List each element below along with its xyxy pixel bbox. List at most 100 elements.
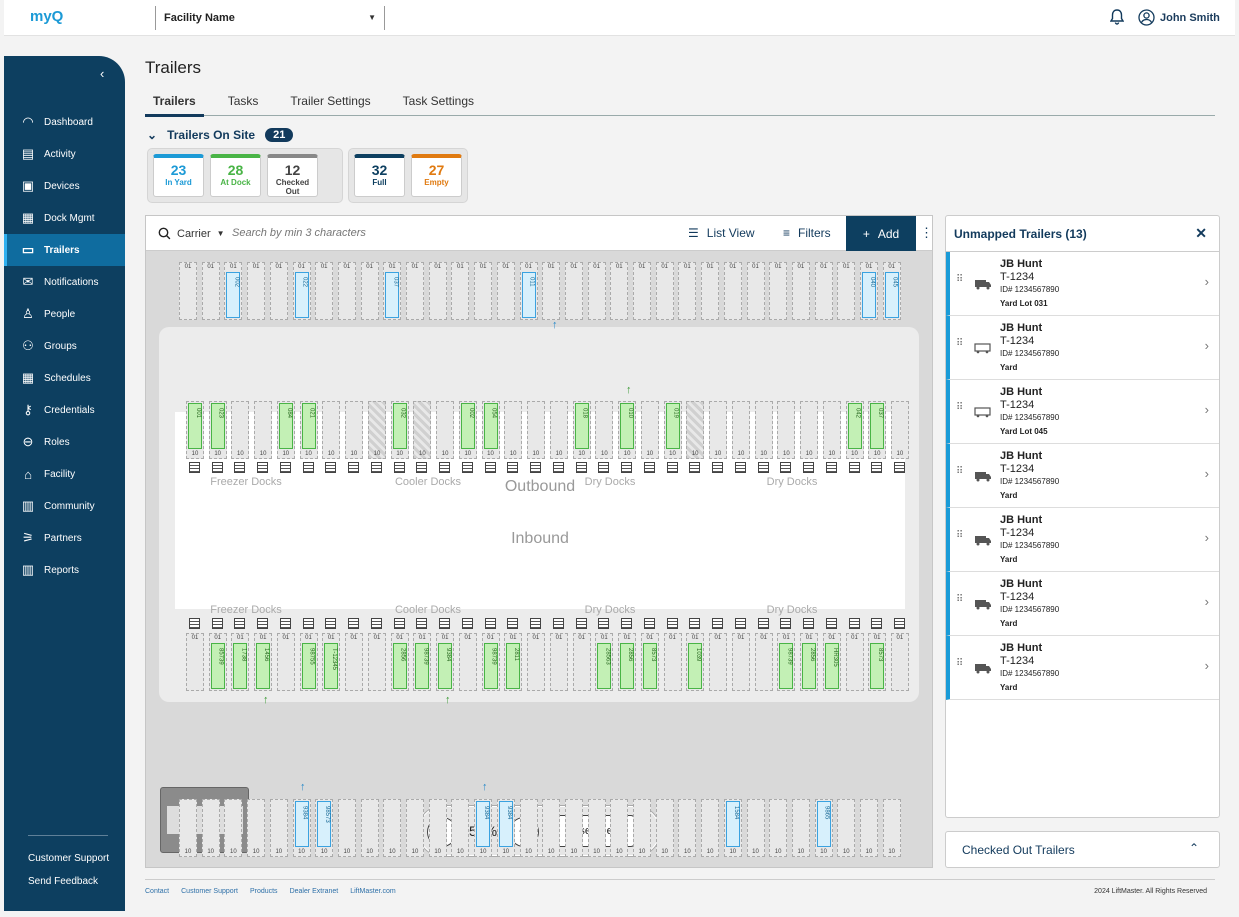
drag-handle-icon[interactable]: ⠿ bbox=[956, 594, 964, 605]
trailer[interactable]: 040 bbox=[862, 272, 876, 318]
parking-slot[interactable]: 10 bbox=[322, 401, 341, 459]
dock-door[interactable] bbox=[439, 618, 451, 629]
trailer[interactable]: 001 bbox=[188, 403, 202, 449]
dock-door[interactable] bbox=[871, 462, 883, 473]
list-view-button[interactable]: ☰ List View bbox=[688, 226, 755, 240]
dock-door[interactable] bbox=[598, 618, 610, 629]
drag-handle-icon[interactable]: ⠿ bbox=[956, 530, 964, 541]
parking-slot[interactable]: 10 bbox=[254, 401, 273, 459]
parking-slot[interactable]: 10 bbox=[337, 799, 356, 857]
parking-slot[interactable]: 10 084 bbox=[276, 401, 295, 459]
dock-door[interactable] bbox=[393, 462, 405, 473]
parking-slot[interactable]: 10 bbox=[732, 401, 750, 459]
trailer[interactable]: 1584 bbox=[725, 801, 740, 847]
parking-slot[interactable]: 10 bbox=[587, 799, 606, 857]
parking-slot[interactable]: 01 bbox=[769, 262, 788, 320]
trailer[interactable]: 019 bbox=[665, 403, 680, 449]
parking-slot[interactable]: 10 bbox=[504, 401, 523, 459]
dock-door[interactable] bbox=[735, 618, 746, 629]
dock-door[interactable] bbox=[643, 462, 655, 473]
trailer[interactable]: T-12345 bbox=[324, 643, 339, 689]
footer-link-customer-support[interactable]: Customer Support bbox=[181, 888, 238, 895]
sidebar-item-activity[interactable]: ▤ Activity bbox=[4, 138, 125, 170]
stat-checked-out[interactable]: 12 Checked Out bbox=[267, 154, 318, 197]
dock-door[interactable] bbox=[871, 618, 883, 629]
parking-slot[interactable]: 10 bbox=[595, 401, 614, 459]
close-icon[interactable]: ✕ bbox=[1195, 225, 1207, 241]
dock-door[interactable] bbox=[507, 462, 519, 473]
parking-slot[interactable]: 01 bbox=[360, 262, 379, 320]
sidebar-item-roles[interactable]: ⊖ Roles bbox=[4, 426, 125, 458]
send-feedback-link[interactable]: Send Feedback bbox=[28, 876, 99, 887]
parking-slot[interactable]: 10 bbox=[383, 799, 402, 857]
dock-door[interactable] bbox=[347, 462, 359, 473]
trailer[interactable]: 28563 bbox=[597, 643, 612, 689]
parking-slot[interactable]: 01 bbox=[754, 633, 773, 691]
carrier-select[interactable]: Carrier ▼ bbox=[158, 227, 225, 240]
parking-slot[interactable]: 01 bbox=[655, 262, 674, 320]
parking-slot[interactable]: 10 bbox=[890, 401, 909, 459]
parking-slot[interactable]: 10 bbox=[413, 401, 432, 459]
drag-handle-icon[interactable]: ⠿ bbox=[956, 274, 964, 285]
trailer[interactable]: 045 bbox=[884, 272, 899, 318]
parking-slot[interactable]: 10 bbox=[179, 799, 197, 857]
dock-door[interactable] bbox=[484, 618, 496, 629]
parking-slot[interactable]: 10 bbox=[564, 799, 583, 857]
dock-door[interactable] bbox=[211, 462, 223, 473]
parking-slot[interactable]: 01 bbox=[542, 262, 561, 320]
trailer[interactable]: 042 bbox=[847, 403, 862, 449]
trailer[interactable]: 9384 bbox=[438, 643, 453, 689]
parking-slot[interactable]: 10 002 bbox=[458, 401, 477, 459]
dock-door[interactable] bbox=[461, 618, 473, 629]
parking-slot[interactable]: 01 bbox=[732, 633, 750, 691]
parking-slot[interactable]: 10 bbox=[746, 799, 765, 857]
stat-at-dock[interactable]: 28 At Dock bbox=[210, 154, 261, 197]
footer-link-liftmaster-com[interactable]: LiftMaster.com bbox=[350, 888, 396, 895]
parking-slot[interactable]: 10 bbox=[708, 401, 727, 459]
parking-slot[interactable]: 01 8573 bbox=[868, 633, 887, 691]
tab-trailers[interactable]: Trailers bbox=[145, 92, 204, 117]
search-input[interactable] bbox=[232, 227, 432, 239]
dock-door[interactable] bbox=[711, 618, 723, 629]
parking-slot[interactable]: 10 9384 bbox=[496, 799, 515, 857]
trailer[interactable]: 2856 bbox=[802, 643, 817, 689]
footer-link-contact[interactable]: Contact bbox=[145, 888, 170, 895]
trailer[interactable]: 002 bbox=[226, 272, 241, 318]
parking-slot[interactable]: 01 bbox=[837, 262, 856, 320]
parking-slot[interactable]: 01 bbox=[845, 633, 864, 691]
dock-door[interactable] bbox=[257, 618, 269, 629]
parking-slot[interactable]: 01 bbox=[587, 262, 606, 320]
parking-slot[interactable]: 10 9384 bbox=[292, 799, 311, 857]
dock-door[interactable] bbox=[302, 462, 314, 473]
parking-slot[interactable]: 10 001 bbox=[186, 401, 204, 459]
trailer[interactable]: 8573 bbox=[870, 643, 885, 689]
parking-slot[interactable]: 01 bbox=[746, 262, 765, 320]
parking-slot[interactable]: 01 T-12345 bbox=[322, 633, 341, 691]
drag-handle-icon[interactable]: ⠿ bbox=[956, 402, 964, 413]
user-menu[interactable]: John Smith bbox=[1138, 9, 1220, 26]
drag-handle-icon[interactable]: ⠿ bbox=[956, 658, 964, 669]
parking-slot[interactable]: 10 bbox=[686, 401, 705, 459]
parking-slot[interactable]: 10 bbox=[633, 799, 651, 857]
dock-door[interactable] bbox=[735, 462, 746, 473]
parking-slot[interactable]: 10 bbox=[247, 799, 266, 857]
dock-door[interactable] bbox=[529, 462, 541, 473]
dock-door[interactable] bbox=[848, 462, 860, 473]
sidebar-item-trailers[interactable]: ▭ Trailers bbox=[4, 234, 125, 266]
parking-slot[interactable]: 10 bbox=[344, 401, 363, 459]
parking-slot[interactable]: 01 2856 bbox=[390, 633, 409, 691]
tab-trailer-settings[interactable]: Trailer Settings bbox=[290, 94, 371, 108]
parking-slot[interactable]: 01 bbox=[276, 633, 295, 691]
parking-slot[interactable]: 01 022 bbox=[292, 262, 311, 320]
parking-slot[interactable]: 01 bbox=[564, 262, 583, 320]
parking-slot[interactable]: 10 bbox=[550, 401, 568, 459]
parking-slot[interactable]: 10 010 bbox=[618, 401, 637, 459]
parking-slot[interactable]: 01 bbox=[526, 633, 545, 691]
parking-slot[interactable]: 01 002 bbox=[224, 262, 243, 320]
dock-door[interactable] bbox=[189, 618, 200, 629]
dock-door[interactable] bbox=[575, 618, 587, 629]
parking-slot[interactable]: 01 bbox=[458, 633, 477, 691]
dock-door[interactable] bbox=[325, 462, 337, 473]
parking-slot[interactable]: 01 bbox=[814, 262, 833, 320]
trailer[interactable]: HR305 bbox=[824, 643, 839, 689]
